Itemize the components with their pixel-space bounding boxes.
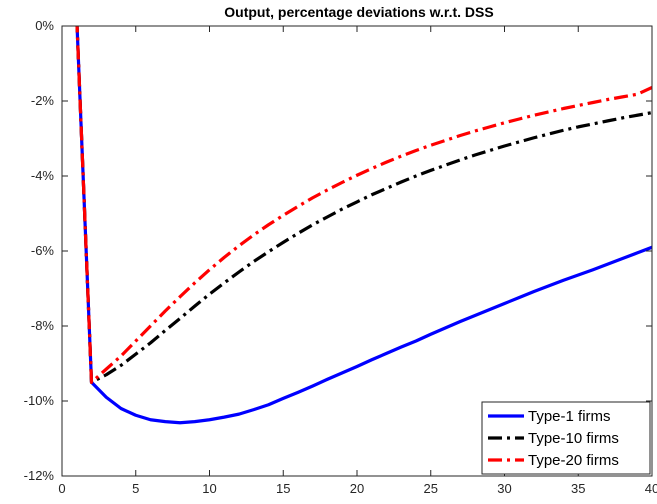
- x-tick-label: 5: [132, 481, 139, 496]
- series-line-1: [75, 26, 652, 425]
- x-tick-label: 15: [276, 481, 290, 496]
- y-tick-label: 0%: [35, 18, 54, 33]
- y-tick-label: -12%: [24, 468, 55, 483]
- x-tick-label: 10: [202, 481, 216, 496]
- y-tick-label: -6%: [31, 243, 55, 258]
- y-tick-label: -2%: [31, 93, 55, 108]
- y-tick-label: -4%: [31, 168, 55, 183]
- x-axis: 0 5 10 15 20 25 30 35 40: [58, 26, 657, 496]
- y-axis: 0% -2% -4% -6% -8% -10% -12%: [24, 18, 652, 483]
- x-tick-label: 40: [645, 481, 657, 496]
- y-tick-label: -8%: [31, 318, 55, 333]
- legend-label: Type-20 firms: [528, 452, 619, 469]
- chart-title: Output, percentage deviations w.r.t. DSS: [224, 4, 493, 20]
- y-tick-label: -10%: [24, 393, 55, 408]
- legend: Type-1 firms Type-10 firms Type-20 firms: [481, 401, 651, 475]
- series-layer: [75, 26, 652, 425]
- series-line-2: [75, 26, 652, 384]
- x-tick-label: 25: [424, 481, 438, 496]
- x-tick-label: 35: [571, 481, 585, 496]
- x-tick-label: 0: [58, 481, 65, 496]
- series-line-3: [75, 26, 652, 384]
- legend-label: Type-1 firms: [528, 408, 611, 425]
- legend-label: Type-10 firms: [528, 430, 619, 447]
- x-tick-label: 20: [350, 481, 364, 496]
- x-tick-label: 30: [497, 481, 511, 496]
- plot-area: 0 5 10 15 20 25 30 35 40 0% -2% -4% -6% -8% -10% -12%: [24, 18, 657, 496]
